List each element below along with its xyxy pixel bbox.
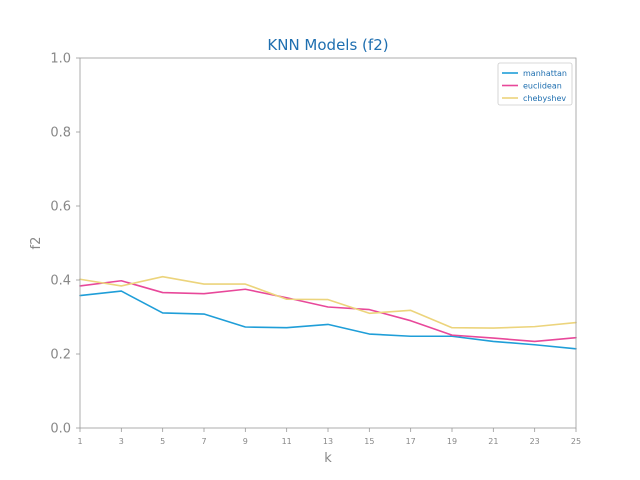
y-tick-label: 0.4 bbox=[50, 274, 71, 289]
x-tick-label: 13 bbox=[323, 437, 333, 446]
series-line-manhattan bbox=[79, 290, 577, 350]
legend-label-chebyshev: chebyshev bbox=[523, 94, 566, 103]
y-axis: 0.0 0.2 0.4 0.6 0.8 1.0 bbox=[50, 52, 80, 437]
y-tick-label: 0.0 bbox=[50, 422, 71, 437]
legend: manhattan euclidean chebyshev bbox=[497, 62, 573, 106]
plot-frame bbox=[79, 57, 577, 429]
y-tick-label: 1.0 bbox=[50, 52, 71, 67]
y-tick-label: 0.6 bbox=[50, 200, 71, 215]
x-tick-label: 25 bbox=[571, 437, 581, 446]
x-tick-label: 23 bbox=[530, 437, 540, 446]
legend-label-euclidean: euclidean bbox=[523, 82, 562, 91]
plot-area bbox=[79, 275, 577, 350]
series-line-euclidean bbox=[79, 279, 577, 343]
x-tick-label: 17 bbox=[406, 437, 416, 446]
x-tick-label: 3 bbox=[119, 437, 124, 446]
x-tick-label: 19 bbox=[447, 437, 457, 446]
x-axis: 1 3 5 7 9 11 13 15 17 19 21 23 25 bbox=[77, 428, 581, 446]
x-tick-label: 21 bbox=[488, 437, 498, 446]
x-axis-label: k bbox=[324, 451, 332, 466]
y-tick-label: 0.2 bbox=[50, 348, 71, 363]
legend-label-manhattan: manhattan bbox=[523, 69, 567, 78]
x-tick-label: 5 bbox=[160, 437, 165, 446]
x-tick-label: 9 bbox=[243, 437, 248, 446]
x-tick-label: 11 bbox=[282, 437, 292, 446]
x-tick-label: 7 bbox=[201, 437, 206, 446]
x-tick-label: 15 bbox=[364, 437, 374, 446]
x-tick-label: 1 bbox=[77, 437, 82, 446]
chart-title: KNN Models (f2) bbox=[267, 36, 388, 54]
y-tick-label: 0.8 bbox=[50, 126, 71, 141]
series-line-chebyshev bbox=[79, 275, 577, 329]
y-axis-label: f2 bbox=[29, 237, 44, 250]
